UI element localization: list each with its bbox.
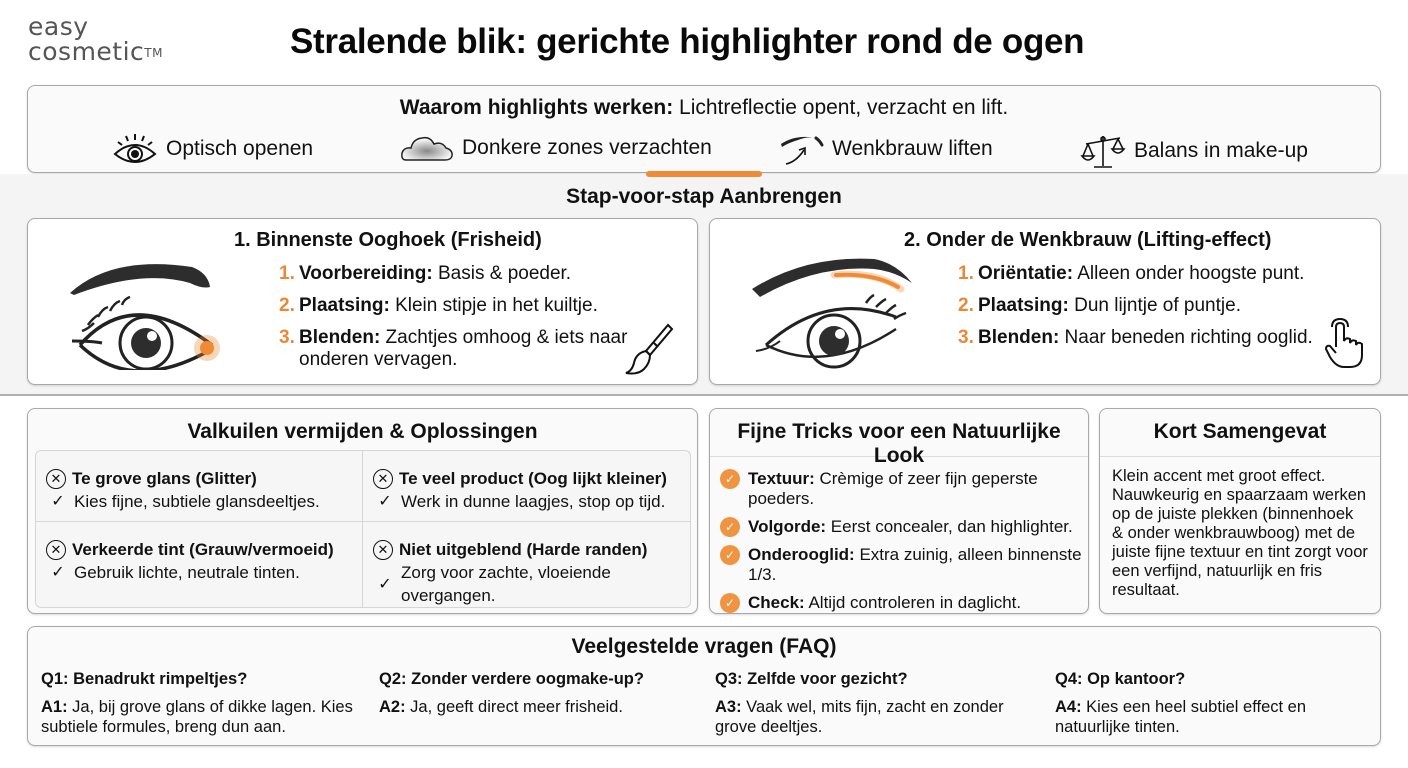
why-label: Waarom highlights werken:	[399, 96, 674, 119]
trick-item: ✓ Onderooglid: Extra zuinig, alleen binne…	[720, 545, 1088, 585]
check-icon: ✓	[378, 575, 392, 593]
trick-item: ✓ Textuur: Crèmige of zeer fijn geperste …	[720, 469, 1088, 509]
brand-logo: easy cosmeticTM	[28, 14, 163, 64]
why-highlights-card: Waarom highlights werken: Lichtreflectie…	[27, 85, 1381, 173]
check-circle-icon: ✓	[720, 593, 740, 613]
summary-text: Klein accent met groot effect. Nauwkeuri…	[1112, 467, 1368, 599]
step-title: 2. Onder de Wenkbrauw (Lifting-effect)	[904, 229, 1272, 251]
step-list: 1. Voorbereiding: Basis & poeder. 2. Plaat…	[279, 263, 639, 381]
x-circle-icon: ✕	[46, 468, 66, 489]
step-item: 3. Blenden: Zachtjes omhoog & iets naar o…	[279, 327, 628, 370]
why-item-optical-open: Optisch openen	[112, 132, 313, 166]
eyebrow-lift-icon	[778, 132, 824, 166]
pitfalls-card: Valkuilen vermijden & Oplossingen ✕ Te gr…	[27, 408, 698, 614]
summary-card: Kort Samengevat Klein accent met groot e…	[1099, 408, 1381, 614]
x-circle-icon: ✕	[46, 539, 66, 560]
why-item-soften-dark-zones: Donkere zones verzachten	[400, 132, 712, 164]
step-item: 1. Oriëntatie: Alleen onder hoogste punt.	[958, 263, 1305, 284]
faq-item: Q3: Zelfde voor gezicht? A3: Vaak wel, m…	[715, 670, 1004, 736]
why-item-label: Wenkbrauw liften	[832, 137, 993, 160]
why-item-lift-brow: Wenkbrauw liften	[778, 132, 993, 166]
check-circle-icon: ✓	[720, 469, 740, 489]
brand-line1: easy	[28, 12, 89, 41]
check-circle-icon: ✓	[720, 517, 740, 537]
pitfall-item: ✕ Te veel product (Oog lijkt kleiner) ✓ We…	[363, 451, 690, 522]
step-card-under-brow: 2. Onder de Wenkbrauw (Lifting-effect) 1…	[709, 218, 1381, 385]
eye-under-brow-illustration	[746, 245, 916, 375]
accent-bar	[646, 171, 762, 177]
why-headline: Waarom highlights werken: Lichtreflectie…	[28, 96, 1380, 120]
faq-title: Veelgestelde vragen (FAQ)	[571, 635, 837, 658]
pitfall-item: ✕ Verkeerde tint (Grauw/vermoeid) ✓ Gebrui…	[36, 522, 363, 607]
step-item: 3. Blenden: Naar beneden richting ooglid.	[958, 327, 1313, 348]
step-item: 2. Plaatsing: Klein stipje in het kuiltje…	[279, 295, 598, 316]
faq-item: Q2: Zonder verdere oogmake-up? A2: Ja, g…	[379, 670, 644, 716]
why-item-balance: Balans in make-up	[1080, 132, 1308, 170]
step-list: 1. Oriëntatie: Alleen onder hoogste punt.…	[958, 263, 1328, 359]
check-circle-icon: ✓	[720, 545, 740, 565]
step-item: 1. Voorbereiding: Basis & poeder.	[279, 263, 572, 284]
cloud-icon	[400, 132, 454, 164]
page-title: Stralende blik: gerichte highlighter ron…	[290, 22, 1085, 61]
faq-card: Veelgestelde vragen (FAQ) Q1: Benadrukt …	[27, 626, 1381, 746]
trick-item: ✓ Volgorde: Eerst concealer, dan highligh…	[720, 517, 1088, 537]
check-icon: ✓	[51, 564, 65, 581]
x-circle-icon: ✕	[373, 468, 393, 489]
pitfalls-grid: ✕ Te grove glans (Glitter) ✓ Kies fijne, s…	[35, 450, 691, 608]
check-icon: ✓	[51, 493, 65, 510]
trick-item: ✓ Check: Altijd controleren in daglicht.	[720, 593, 1088, 613]
step-item: 2. Plaatsing: Dun lijntje of puntje.	[958, 295, 1241, 316]
step-card-inner-corner: 1. Binnenste Ooghoek (Frisheid) 1. Voorbe…	[27, 218, 698, 385]
why-text: Lichtreflectie opent, verzacht en lift.	[673, 96, 1009, 119]
why-item-label: Donkere zones verzachten	[462, 136, 712, 159]
pitfall-item: ✕ Niet uitgeblend (Harde randen) ✓ Zorg vo…	[363, 522, 690, 607]
check-icon: ✓	[378, 493, 392, 510]
pitfall-item: ✕ Te grove glans (Glitter) ✓ Kies fijne, s…	[36, 451, 363, 522]
trademark: TM	[144, 46, 163, 60]
eye-inner-corner-illustration	[62, 245, 222, 375]
faq-item: Q1: Benadrukt rimpeltjes? A1: Ja, bij gr…	[41, 670, 353, 736]
brand-line2: cosmetic	[28, 37, 145, 66]
tricks-list: ✓ Textuur: Crèmige of zeer fijn geperste …	[710, 457, 1088, 613]
faq-item: Q4: Op kantoor? A4: Kies een heel subtie…	[1055, 670, 1307, 736]
summary-title: Kort Samengevat	[1100, 409, 1380, 457]
tricks-title: Fijne Tricks voor een Natuurlijke Look	[710, 409, 1088, 467]
brush-icon	[624, 321, 676, 382]
step-title: 1. Binnenste Ooghoek (Frisheid)	[234, 229, 542, 251]
hand-pointer-icon	[1322, 317, 1368, 376]
why-item-label: Optisch openen	[166, 137, 314, 160]
pitfalls-title: Valkuilen vermijden & Oplossingen	[187, 420, 538, 443]
tricks-card: Fijne Tricks voor een Natuurlijke Look ✓…	[709, 408, 1089, 614]
eye-icon	[112, 132, 158, 166]
x-circle-icon: ✕	[373, 539, 393, 560]
scale-icon	[1080, 132, 1126, 170]
why-item-label: Balans in make-up	[1134, 139, 1308, 162]
steps-section-title: Stap-voor-stap Aanbrengen	[566, 185, 842, 208]
